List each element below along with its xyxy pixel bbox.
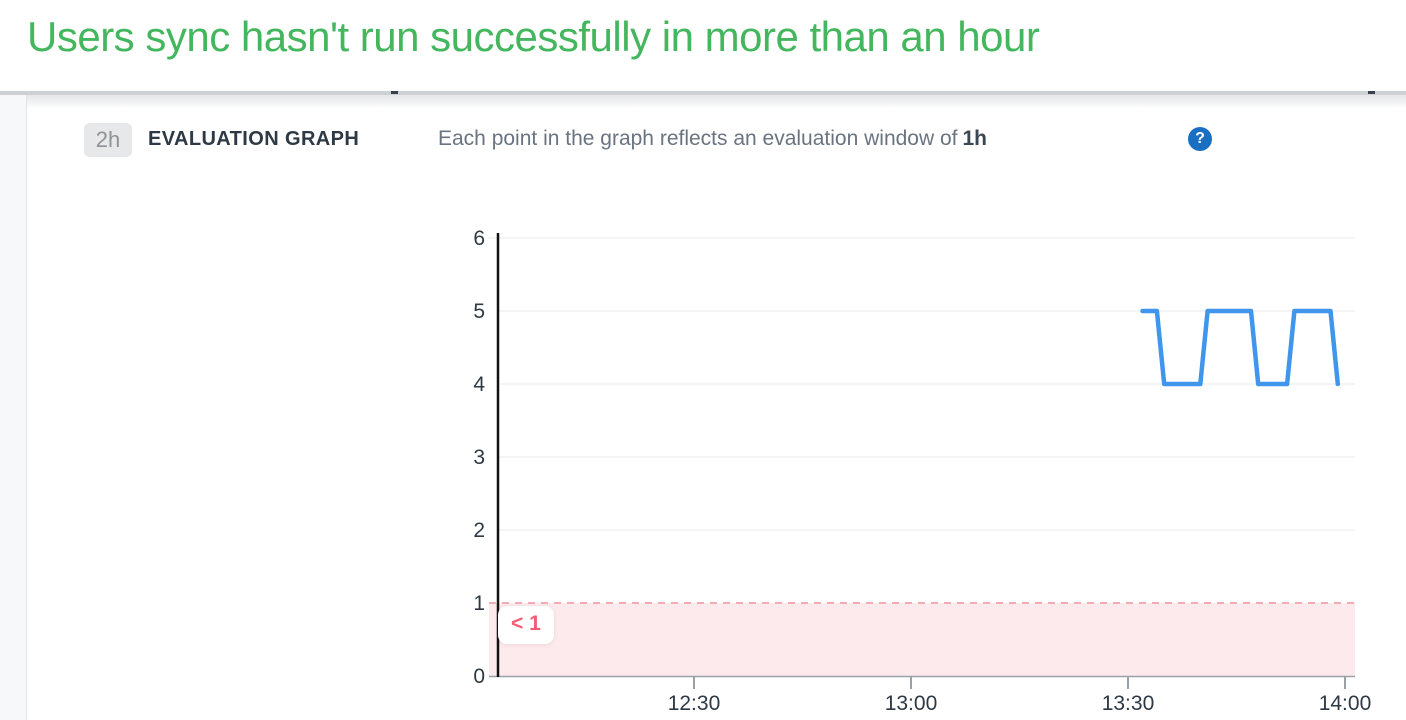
x-axis-label: 13:00 bbox=[885, 692, 938, 715]
lookback-window-badge: 2h bbox=[84, 123, 132, 157]
y-axis-label: 6 bbox=[473, 227, 485, 250]
threshold-label: < 1 bbox=[498, 606, 554, 644]
title-header: Users sync hasn't run successfully in mo… bbox=[0, 0, 1406, 91]
x-axis-label: 12:30 bbox=[668, 692, 721, 715]
y-axis-label: 1 bbox=[473, 592, 485, 615]
evaluation-description-text: Each point in the graph reflects an eval… bbox=[438, 127, 958, 150]
evaluation-description: Each point in the graph reflects an eval… bbox=[438, 127, 987, 151]
y-axis-label: 5 bbox=[473, 300, 485, 323]
y-axis-label: 2 bbox=[473, 519, 485, 542]
series-line[interactable] bbox=[1140, 308, 1341, 387]
x-axis-label: 14:00 bbox=[1319, 692, 1372, 715]
y-axis-label: 3 bbox=[473, 446, 485, 469]
header-shadow bbox=[0, 95, 1406, 109]
cropped-ui-fragment bbox=[1368, 91, 1375, 94]
y-axis-label: 4 bbox=[473, 373, 485, 396]
x-axis-label: 13:30 bbox=[1102, 692, 1155, 715]
evaluation-window-value: 1h bbox=[962, 127, 988, 150]
help-icon[interactable]: ? bbox=[1188, 127, 1212, 151]
evaluation-graph-label: EVALUATION GRAPH bbox=[148, 128, 360, 150]
page-gutter bbox=[0, 95, 27, 720]
y-axis-label: 0 bbox=[473, 665, 485, 688]
page-title: Users sync hasn't run successfully in mo… bbox=[27, 13, 1040, 60]
evaluation-header-row: 2h EVALUATION GRAPH Each point in the gr… bbox=[0, 122, 1406, 158]
threshold-region bbox=[489, 603, 1355, 676]
header-divider bbox=[0, 91, 1406, 95]
cropped-ui-fragment bbox=[391, 91, 398, 94]
